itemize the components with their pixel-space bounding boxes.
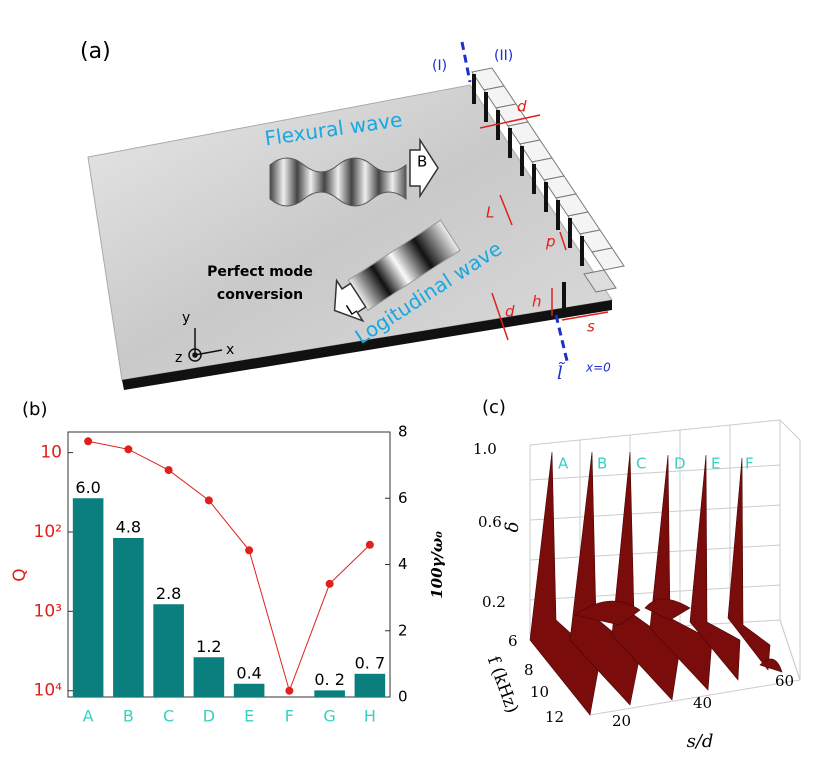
f-axis-label: f (kHz) <box>483 654 522 716</box>
x-tick-label: C <box>163 707 174 726</box>
s-tick-label: 20 <box>612 712 631 730</box>
dimension-label: h <box>532 293 542 311</box>
q-point <box>164 466 173 475</box>
panel-b: (b) Q 100γ/ω₀ 10⁴ 10³ 10² 10 0 2 4 6 8 A B C D E F G H 6.… <box>10 399 446 726</box>
flexural-wave <box>269 157 407 207</box>
s-tick-label: 60 <box>775 672 794 690</box>
s-ticks: 20 40 60 <box>612 672 794 730</box>
bar-value-label: 6.0 <box>75 478 100 497</box>
x-tick-label: H <box>364 707 376 726</box>
q-line <box>88 440 371 693</box>
bar-value-label: 0.4 <box>236 663 261 682</box>
f-tick-label: 6 <box>508 632 518 650</box>
s-tick-label: 40 <box>693 694 712 712</box>
bar <box>153 604 184 697</box>
f-ticks: 6 8 10 12 <box>508 632 564 726</box>
panel-label: (b) <box>22 399 47 420</box>
bar-value-label: 1.2 <box>196 637 221 656</box>
q-point <box>245 546 254 555</box>
conversion-label: conversion <box>217 287 303 303</box>
q-point <box>325 579 334 588</box>
axis-label: y <box>182 310 190 326</box>
axis-label: x <box>226 342 234 358</box>
y2-tick-label: 2 <box>398 621 408 639</box>
y-tick-label: 10³ <box>34 601 62 621</box>
q-point <box>124 445 133 454</box>
flexural-arrow <box>409 137 439 199</box>
wave-tag: B <box>417 153 427 171</box>
bar-value-label: 4.8 <box>116 518 141 537</box>
f-tick-label: 10 <box>530 683 549 701</box>
length-label: l̃ <box>557 361 566 384</box>
s-axis-label: s/d <box>687 731 714 752</box>
bar <box>354 673 386 697</box>
q-point <box>204 496 213 505</box>
marker-label: (II) <box>494 48 513 64</box>
z-axis-label: δ <box>502 522 523 533</box>
peak-label: E <box>711 455 720 473</box>
y2-tick-label: 4 <box>398 555 408 573</box>
x-tick-label: G <box>323 707 335 726</box>
peak-labels: A B C D E F <box>558 455 754 473</box>
origin-label: x=0 <box>585 361 611 375</box>
peak-label: F <box>745 455 754 473</box>
panel-label: (a) <box>80 39 111 64</box>
resonators <box>471 67 625 314</box>
y-tick-label: 10 <box>40 443 62 463</box>
x-tick-label: D <box>203 707 215 726</box>
y2-axis-label: 100γ/ω₀ <box>428 531 446 599</box>
q-point <box>365 540 374 549</box>
resonance-peaks <box>529 451 783 716</box>
axis-label: z <box>175 350 182 366</box>
f-tick-label: 12 <box>545 708 564 726</box>
y2-tick-label: 6 <box>398 489 408 507</box>
marker-label: (I) <box>432 58 447 74</box>
z-tick-label: 0.2 <box>482 593 506 611</box>
dimension-label: L <box>486 204 494 222</box>
y2-tick-label: 0 <box>398 688 408 706</box>
q-point <box>285 686 294 695</box>
y2-tick-label: 8 <box>398 423 408 441</box>
y-tick-label: 10⁴ <box>34 681 63 701</box>
plate-edge <box>122 300 612 390</box>
bar <box>193 657 225 697</box>
f-tick-label: 8 <box>524 661 534 679</box>
bar <box>113 538 144 697</box>
panel-label: (c) <box>482 397 506 418</box>
peak-label: A <box>558 455 569 473</box>
x-tick-label: B <box>123 707 134 726</box>
dimension-label: d <box>517 98 527 116</box>
peak-label: B <box>597 455 607 473</box>
z-ticks: 1.0 0.6 0.2 <box>473 440 506 611</box>
bar <box>314 690 345 697</box>
bar <box>233 683 265 697</box>
y-axis-label: Q <box>10 568 30 581</box>
panel-a: (a) (I) (II) Flexural wave B Logitudinal… <box>80 39 625 390</box>
dimension-arrows <box>479 114 609 341</box>
q-point <box>84 437 93 446</box>
dimension-label: d <box>505 303 515 321</box>
bar-value-label: 0. 2 <box>314 670 345 689</box>
dimension-label: p <box>545 233 556 251</box>
conversion-label: Perfect mode <box>207 264 313 280</box>
bar-value-label: 2.8 <box>156 584 181 603</box>
peak-label: D <box>674 455 686 473</box>
panel-c: (c) A B C D E F 1.0 0.6 0.2 δ 6 8 10 12 … <box>473 397 801 752</box>
y-tick-label: 10² <box>34 522 62 542</box>
bar-value-label: 0. 7 <box>355 653 386 672</box>
x-tick-label: E <box>244 707 254 726</box>
x-tick-label: A <box>83 707 94 726</box>
dimension-labels: d L p h d s <box>486 98 595 336</box>
longitudinal-wave <box>333 219 461 323</box>
bar <box>72 498 104 697</box>
boundary-lines <box>460 41 570 366</box>
dimension-label: s <box>587 318 595 336</box>
z-tick-label: 0.6 <box>478 513 502 531</box>
z-tick-label: 1.0 <box>473 440 497 458</box>
x-tick-label: F <box>285 707 294 726</box>
coordinate-axes <box>188 328 223 362</box>
peak-label: C <box>636 455 646 473</box>
